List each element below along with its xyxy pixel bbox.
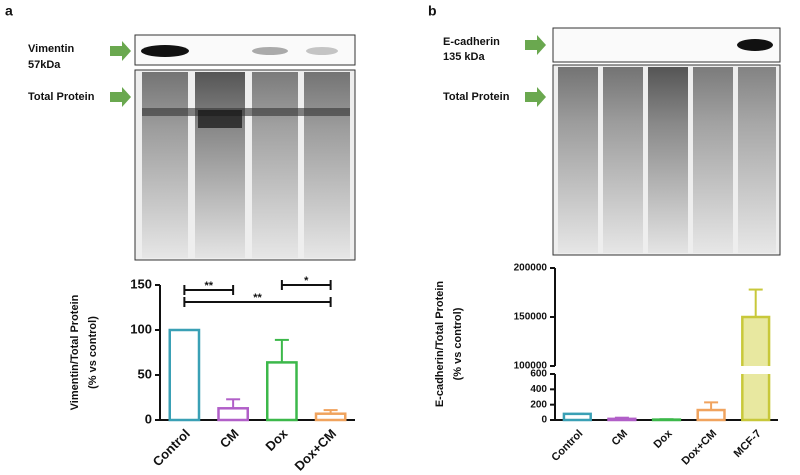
bar	[607, 417, 637, 422]
y-axis-label: (% vs control)	[87, 316, 99, 389]
x-tick-label: Dox+CM	[292, 426, 340, 474]
bar	[696, 408, 726, 422]
y-tick-label: 200	[530, 399, 547, 410]
panel-label: a	[5, 3, 13, 19]
blot-label: Total Protein	[443, 91, 510, 103]
bar	[314, 412, 347, 422]
x-tick-label: Control	[549, 428, 585, 464]
arrows	[110, 35, 546, 107]
y-axis-label: (% vs control)	[452, 307, 464, 380]
y-tick-label: 100	[130, 321, 152, 336]
blot-label: Vimentin	[28, 43, 75, 55]
blot-b	[552, 27, 781, 256]
x-tick-label: Dox+CM	[679, 428, 719, 468]
y-tick-label: 200000	[514, 263, 548, 274]
axis-break	[740, 366, 772, 374]
bar	[217, 407, 249, 422]
y-tick-label: 600	[530, 369, 547, 380]
x-tick-label: CM	[609, 428, 630, 449]
blot-label: Total Protein	[28, 91, 95, 103]
x-tick-label: Dox	[651, 427, 675, 451]
x-tick-label: CM	[217, 426, 242, 451]
x-tick-label: Control	[150, 426, 193, 469]
x-tick-label: Dox	[262, 425, 291, 454]
bar	[168, 328, 201, 422]
panel-label: b	[428, 3, 437, 19]
y-tick-label: 150	[130, 276, 152, 291]
y-tick-label: 0	[541, 415, 547, 426]
y-axis-label: Vimentin/Total Protein	[69, 294, 81, 410]
y-axis-label: E-cadherin/Total Protein	[434, 281, 446, 408]
blot-a	[134, 34, 356, 261]
significance-label: **	[204, 280, 213, 292]
y-tick-label: 0	[145, 411, 152, 426]
blot-label: 135 kDa	[443, 51, 485, 63]
blot-label: E-cadherin	[443, 36, 500, 48]
x-tick-label: MCF-7	[732, 428, 764, 460]
y-tick-label: 100000	[514, 361, 548, 372]
bar	[266, 361, 298, 422]
blot-label: 57kDa	[28, 59, 61, 71]
y-tick-label: 400	[530, 384, 547, 395]
y-tick-label: 150000	[514, 312, 548, 323]
significance-label: **	[253, 292, 262, 304]
y-tick-label: 50	[138, 366, 152, 381]
significance-label: *	[304, 275, 309, 287]
